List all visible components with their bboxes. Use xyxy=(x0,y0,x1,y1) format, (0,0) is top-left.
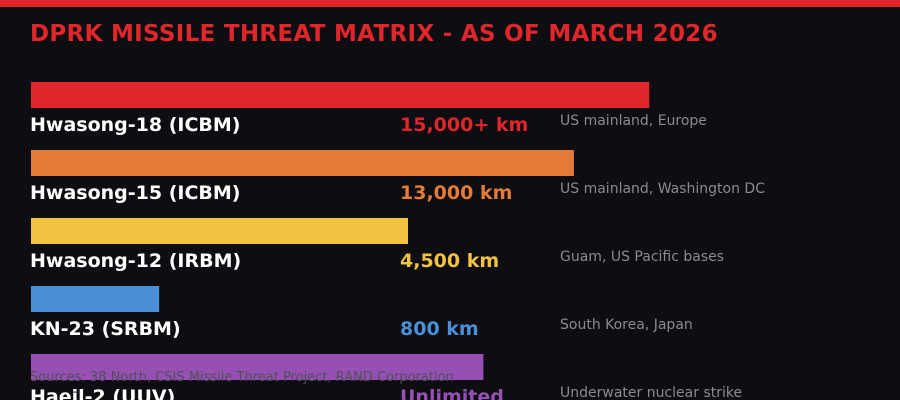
value-label-2: 4,500 km xyxy=(400,250,499,272)
category-label-2: Hwasong-12 (IRBM) xyxy=(30,250,241,272)
category-label-3: KN-23 (SRBM) xyxy=(30,318,181,340)
category-label-1: Hwasong-15 (ICBM) xyxy=(30,182,240,204)
category-label-0: Hwasong-18 (ICBM) xyxy=(30,114,240,136)
value-label-1: 13,000 km xyxy=(400,182,512,204)
chart-title: DPRK MISSILE THREAT MATRIX - AS OF MARCH… xyxy=(30,21,718,47)
bar-0 xyxy=(31,82,650,108)
category-label-4: Haeil-2 (UUV) xyxy=(30,386,175,400)
bar-2 xyxy=(31,218,408,244)
value-label-3: 800 km xyxy=(400,318,479,340)
bar-3 xyxy=(31,286,160,312)
sources-footnote: Sources: 38 North, CSIS Missile Threat P… xyxy=(30,370,454,385)
value-label-0: 15,000+ km xyxy=(400,114,528,136)
bar-1 xyxy=(31,150,574,176)
top-accent-bar xyxy=(0,0,900,7)
target-label-2: Guam, US Pacific bases xyxy=(560,249,724,265)
target-label-4: Underwater nuclear strike xyxy=(560,385,742,400)
bar-4 xyxy=(31,354,484,380)
target-label-3: South Korea, Japan xyxy=(560,317,693,333)
value-label-4: Unlimited xyxy=(400,386,504,400)
target-label-0: US mainland, Europe xyxy=(560,113,707,129)
target-label-1: US mainland, Washington DC xyxy=(560,181,765,197)
